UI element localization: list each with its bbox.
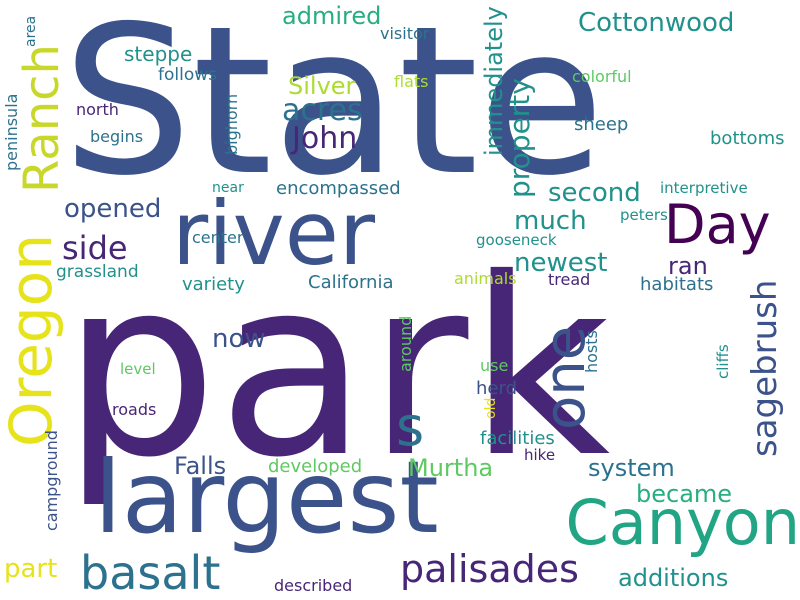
word-animals: animals	[454, 269, 517, 288]
word-peninsula: peninsula	[2, 93, 21, 171]
word-became: became	[636, 480, 733, 508]
word-sheep: sheep	[574, 114, 629, 135]
word-cliffs: cliffs	[714, 344, 732, 379]
word-area: area	[23, 15, 39, 47]
word-tread: tread	[548, 270, 591, 289]
word-near: near	[212, 180, 244, 196]
word-admired: admired	[282, 2, 382, 30]
word-s: s	[396, 395, 425, 458]
word-immediately: immediately	[480, 6, 508, 156]
word-hike: hike	[524, 446, 556, 464]
word-around: around	[396, 315, 415, 372]
word-level: level	[120, 360, 156, 378]
word-acres: acres	[282, 93, 363, 128]
word-peters: peters	[620, 206, 668, 224]
word-steppe: steppe	[124, 42, 193, 66]
word-developed: developed	[268, 456, 363, 477]
word-ran: ran	[668, 252, 708, 280]
word-roads: roads	[112, 400, 157, 419]
word-park: park	[62, 226, 611, 511]
word-murtha: Murtha	[408, 454, 494, 482]
word-second: second	[548, 178, 641, 208]
word-river: river	[172, 182, 376, 285]
word-grassland: grassland	[56, 262, 139, 282]
word-described: described	[274, 576, 353, 595]
word-center: center	[192, 228, 244, 247]
word-encompassed: encompassed	[276, 178, 401, 199]
word-cottonwood: Cottonwood	[578, 8, 735, 38]
word-day: Day	[664, 193, 771, 256]
word-bottoms: bottoms	[710, 128, 785, 149]
word-old: old	[483, 397, 499, 419]
word-additions: additions	[618, 564, 729, 592]
word-variety: variety	[182, 274, 245, 295]
word-newest: newest	[514, 248, 608, 278]
word-facilities: facilities	[480, 428, 555, 449]
word-begins: begins	[90, 127, 144, 146]
word-sagebrush: sagebrush	[745, 279, 785, 457]
word-gooseneck: gooseneck	[476, 231, 557, 249]
word-bighorn: bighorn	[222, 93, 241, 155]
word-oregon: Oregon	[0, 234, 65, 447]
word-california: California	[308, 272, 394, 293]
word-state: State	[62, 0, 605, 221]
word-ranch: Ranch	[14, 44, 70, 193]
word-john: John	[292, 121, 358, 156]
word-visitor: visitor	[380, 24, 430, 43]
word-follows: follows	[158, 65, 217, 85]
word-flats: flats	[394, 72, 429, 91]
word-silver: Silver	[288, 72, 356, 100]
word-use: use	[480, 356, 509, 375]
word-habitats: habitats	[640, 274, 714, 295]
word-north: north	[76, 100, 119, 119]
word-colorful: colorful	[572, 67, 632, 86]
word-falls: Falls	[174, 452, 227, 480]
word-herd: herd	[476, 378, 517, 399]
word-system: system	[588, 454, 675, 482]
word-side: side	[62, 229, 128, 267]
word-property: property	[503, 78, 536, 198]
word-opened: opened	[64, 194, 162, 224]
word-interpretive: interpretive	[660, 179, 748, 197]
word-campground: campground	[42, 430, 61, 531]
word-now: now	[212, 324, 266, 354]
word-much: much	[514, 206, 587, 236]
word-part: part	[4, 554, 58, 584]
word-hosts: hosts	[582, 330, 601, 373]
word-basalt: basalt	[80, 546, 221, 600]
word-canyon: Canyon	[565, 486, 800, 559]
word-palisades: palisades	[400, 547, 579, 591]
word-largest: largest	[94, 439, 439, 556]
